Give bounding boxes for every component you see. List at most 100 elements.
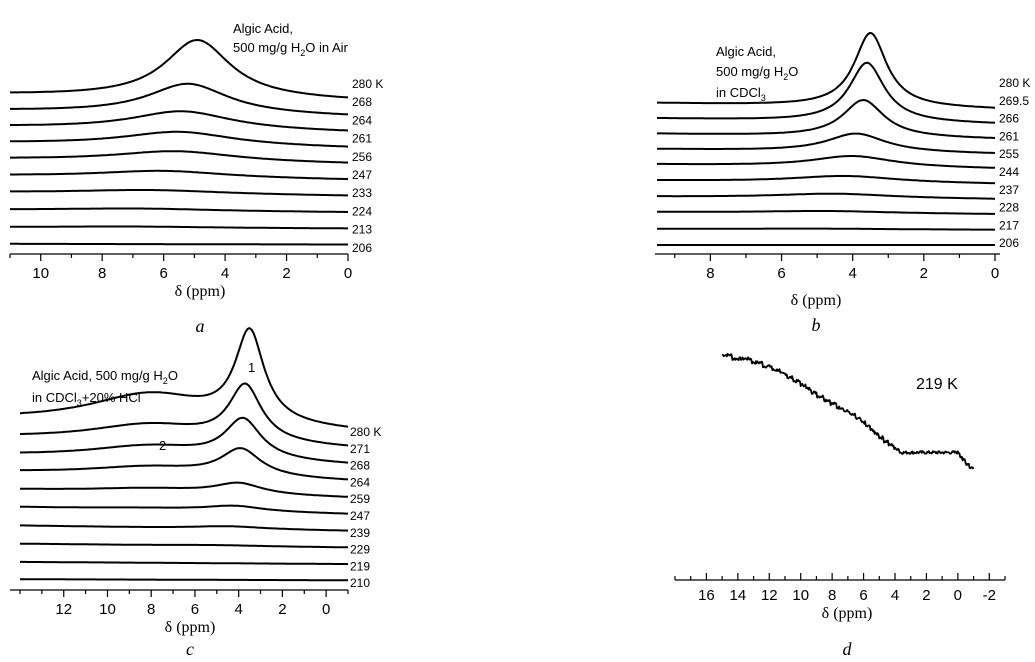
panel-a-temp-label-1: 268 bbox=[352, 95, 372, 109]
panel-a-spectrum-3 bbox=[10, 130, 349, 148]
panel-c-peak-label-2: 2 bbox=[159, 438, 166, 453]
panel-b-annotation-line2: 500 mg/g H2O bbox=[716, 64, 798, 82]
panel-a-spectrum-9 bbox=[10, 242, 348, 246]
panel-a: Algic Acid, 500 mg/g H2O in Air 280 K 268… bbox=[9, 21, 383, 336]
panel-d-tick-label-6: 4 bbox=[891, 587, 899, 604]
panel-a-spectrum-1 bbox=[10, 82, 349, 116]
panel-a-spectrum-6 bbox=[10, 189, 348, 197]
panel-a-spectrum-8 bbox=[10, 225, 348, 230]
panel-c-spectrum-9 bbox=[20, 578, 348, 582]
panel-a-x-ticks: 10 8 6 4 2 0 bbox=[9, 254, 352, 282]
panel-a-temp-label-0: 280 K bbox=[352, 77, 383, 91]
panel-a-tick-label-0: 10 bbox=[32, 265, 49, 282]
panel-b-annotation-line1: Algic Acid, bbox=[716, 44, 776, 59]
panel-d-curve bbox=[721, 353, 975, 470]
panel-d-annotation: 219 K bbox=[916, 376, 958, 393]
panel-b-caption: b bbox=[812, 315, 821, 335]
panel-b-curves bbox=[656, 32, 996, 246]
panel-d-tick-label-9: -2 bbox=[983, 587, 996, 604]
panel-c-temp-label-2: 268 bbox=[350, 459, 370, 473]
panel-b-tick-label-2: 4 bbox=[849, 265, 857, 282]
panel-a-tick-label-4: 2 bbox=[282, 265, 290, 282]
panel-d-tick-label-5: 6 bbox=[859, 587, 867, 604]
panel-c-spectrum-3 bbox=[20, 447, 349, 481]
panel-a-temp-label-4: 256 bbox=[352, 150, 372, 164]
panel-c-tick-label-3: 6 bbox=[191, 601, 199, 618]
panel-a-spectrum-2 bbox=[10, 110, 349, 132]
panel-c: Algic Acid, 500 mg/g H2O in CDCl3+20% HC… bbox=[10, 327, 381, 659]
panel-b-spectrum-5 bbox=[657, 174, 996, 185]
panel-d-tick-label-1: 14 bbox=[730, 587, 747, 604]
panel-b-spectrum-3 bbox=[657, 132, 996, 154]
panel-c-temperature-labels: 280 K 271 268 264 259 247 239 229 219 210 bbox=[350, 425, 381, 590]
panel-d-x-axis-label: δ (ppm) bbox=[822, 605, 873, 622]
panel-b-x-axis-label: δ (ppm) bbox=[791, 292, 842, 309]
panel-b-tick-label-1: 6 bbox=[777, 265, 785, 282]
panel-b-temperature-labels: 280 K 269.5 266 261 255 244 237 228 217 206 bbox=[999, 76, 1030, 250]
panel-b-temp-label-5: 244 bbox=[999, 165, 1019, 179]
panel-c-spectrum-6 bbox=[20, 524, 349, 532]
panel-c-tick-label-4: 4 bbox=[234, 601, 242, 618]
panel-a-spectrum-5 bbox=[10, 169, 349, 181]
panel-b-x-ticks: 8 6 4 2 0 bbox=[674, 254, 999, 282]
panel-c-temp-label-3: 264 bbox=[350, 475, 370, 489]
panel-b-temp-label-0: 280 K bbox=[999, 76, 1030, 90]
panel-d-tick-label-4: 8 bbox=[828, 587, 836, 604]
panel-c-peak-label-1: 1 bbox=[248, 360, 255, 375]
panel-b-spectrum-1 bbox=[656, 61, 996, 124]
panel-a-temp-label-5: 247 bbox=[352, 168, 372, 182]
panel-c-tick-label-5: 2 bbox=[278, 601, 286, 618]
panel-a-annotation-line2: 500 mg/g H2O in Air bbox=[233, 40, 349, 58]
panel-a-caption: a bbox=[196, 316, 205, 336]
panel-b-temp-label-2: 266 bbox=[999, 112, 1019, 126]
panel-c-temp-label-4: 259 bbox=[350, 492, 370, 506]
panel-b-spectrum-8 bbox=[657, 227, 996, 231]
panel-b-tick-label-3: 2 bbox=[920, 265, 928, 282]
panel-c-spectrum-1 bbox=[20, 382, 349, 447]
panel-b-temp-label-3: 261 bbox=[999, 129, 1019, 143]
panel-d-spectrum bbox=[721, 353, 975, 470]
panel-c-temp-label-7: 229 bbox=[350, 543, 370, 557]
panel-a-annotation-line1: Algic Acid, bbox=[233, 21, 293, 36]
panel-a-temp-label-9: 206 bbox=[352, 241, 372, 255]
panel-c-temp-label-5: 247 bbox=[350, 509, 370, 523]
panel-c-annotation-line1: Algic Acid, 500 mg/g H2O bbox=[32, 368, 178, 386]
panel-b-spectrum-7 bbox=[657, 210, 995, 215]
panel-b-tick-label-4: 0 bbox=[991, 265, 999, 282]
panel-a-temp-label-7: 224 bbox=[352, 204, 372, 218]
panel-c-temp-label-1: 271 bbox=[350, 442, 370, 456]
panel-d: 219 K 16 14 12 10 8 6 4 2 0 -2 δ (ppm) d bbox=[674, 353, 1006, 659]
panel-d-tick-label-7: 2 bbox=[922, 587, 930, 604]
panel-b-temp-label-6: 237 bbox=[999, 183, 1019, 197]
panel-a-temp-label-6: 233 bbox=[352, 186, 372, 200]
panel-b-temp-label-4: 255 bbox=[999, 147, 1019, 161]
panel-c-annotation-line2: in CDCl3+20% HCl bbox=[32, 390, 141, 408]
panel-a-temp-label-3: 261 bbox=[352, 132, 372, 146]
panel-a-spectrum-7 bbox=[10, 207, 348, 213]
panel-c-spectrum-5 bbox=[20, 504, 348, 515]
panel-c-x-ticks: 12 10 8 6 4 2 0 bbox=[19, 590, 349, 618]
panel-a-spectrum-4 bbox=[10, 150, 349, 164]
panel-a-temperature-labels: 280 K 268 264 261 256 247 233 224 213 206 bbox=[352, 77, 383, 255]
panel-b-spectrum-4 bbox=[657, 155, 995, 169]
panel-b-temp-label-8: 217 bbox=[999, 218, 1019, 232]
panel-b-spectrum-6 bbox=[657, 192, 995, 200]
panel-b-temp-label-1: 269.5 bbox=[999, 94, 1029, 108]
panel-c-caption: c bbox=[186, 639, 194, 659]
panel-a-tick-label-3: 4 bbox=[221, 265, 229, 282]
panel-b-temp-label-7: 228 bbox=[999, 201, 1019, 215]
panel-a-x-axis-label: δ (ppm) bbox=[175, 283, 226, 300]
panel-b: Algic Acid, 500 mg/g H2O in CDCl3 280 K2… bbox=[655, 32, 1030, 335]
panel-c-temp-label-6: 239 bbox=[350, 526, 370, 540]
panel-a-tick-label-1: 8 bbox=[98, 265, 106, 282]
panel-a-temp-label-8: 213 bbox=[352, 223, 372, 237]
panel-c-tick-label-2: 8 bbox=[147, 601, 155, 618]
panel-c-temp-label-9: 210 bbox=[350, 576, 370, 590]
panel-c-spectrum-4 bbox=[20, 481, 349, 498]
panel-c-spectrum-8 bbox=[20, 560, 349, 566]
panel-d-caption: d bbox=[843, 639, 853, 659]
panel-d-x-ticks: 16 14 12 10 8 6 4 2 0 -2 bbox=[674, 573, 1006, 604]
panel-c-temp-label-0: 280 K bbox=[350, 425, 381, 439]
panel-b-temp-label-9: 206 bbox=[999, 236, 1019, 250]
